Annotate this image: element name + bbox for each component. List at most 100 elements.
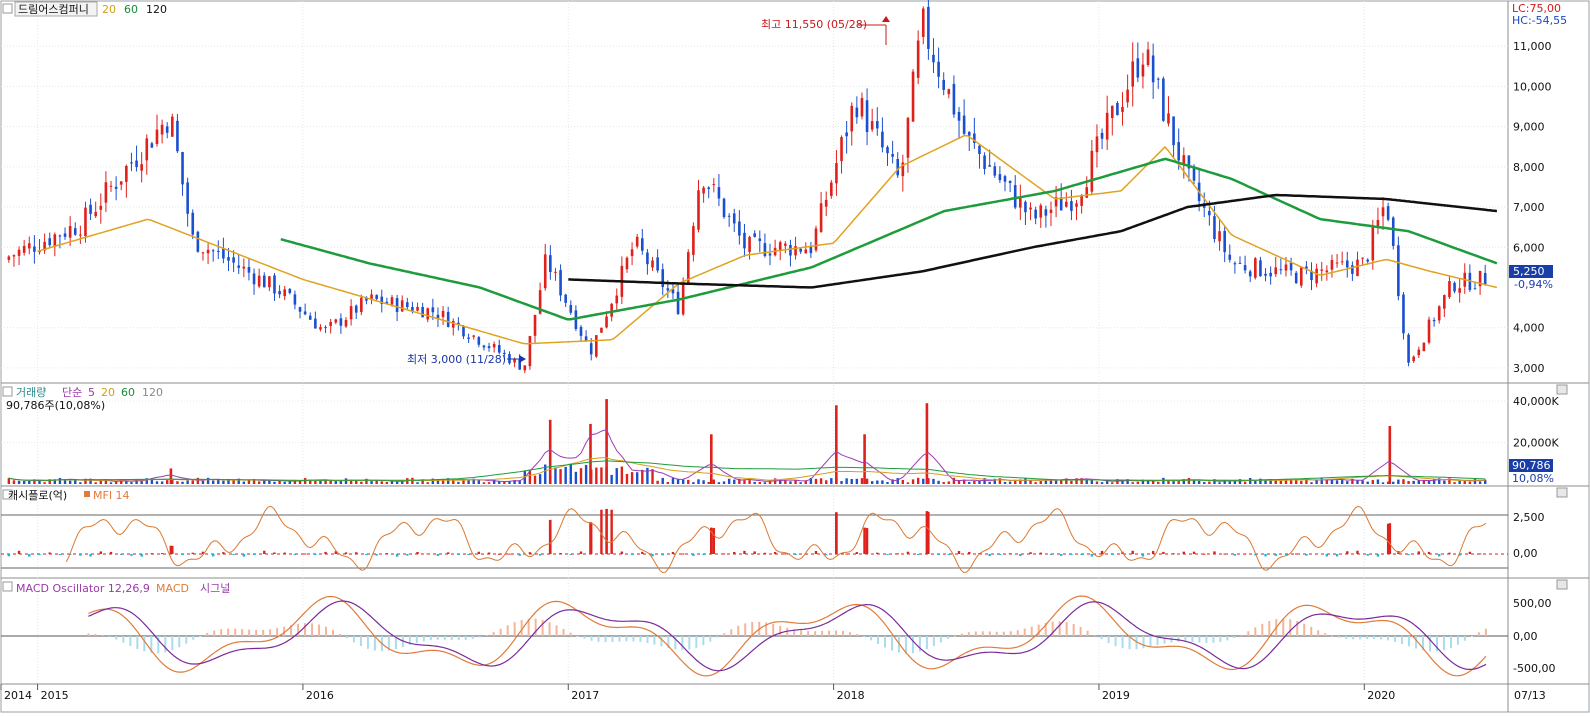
cashflow-panel-menu-icon[interactable] (2, 489, 13, 500)
volume-bar (584, 464, 588, 484)
x-tick-label: 2017 (571, 689, 599, 702)
candle-body (390, 297, 394, 305)
cashflow-bar (1008, 553, 1012, 555)
candle-body (840, 137, 843, 162)
volume-bar (538, 474, 542, 484)
macd-oscillator-bar (1212, 636, 1215, 643)
macd-oscillator-bar (541, 619, 544, 636)
candle-body (794, 246, 797, 256)
volume-bar (1238, 479, 1242, 484)
cashflow-bar (58, 554, 62, 555)
volume-bar (789, 481, 792, 484)
cashflow-bar (692, 554, 695, 556)
volume-bar (630, 472, 634, 484)
volume-bar (135, 480, 138, 484)
candle-body (497, 345, 501, 353)
macd-oscillator-bar (338, 633, 341, 636)
cashflow-bar (722, 553, 726, 555)
candle-body (140, 164, 143, 171)
volume-bar (28, 481, 31, 484)
volume-bar (1453, 482, 1456, 484)
volume-bar (1351, 478, 1354, 484)
price-panel-menu-icon[interactable] (2, 3, 13, 14)
volume-bar (901, 479, 905, 484)
volume-bar (610, 474, 613, 484)
signal-line (88, 600, 1487, 672)
candle-body (809, 246, 813, 254)
candle-body (1345, 260, 1349, 268)
macd-panel-menu-icon[interactable] (2, 581, 13, 592)
macd-oscillator-bar (807, 631, 810, 636)
macd-oscillator-bar (304, 623, 307, 636)
volume-bar (533, 475, 537, 484)
candle-body (1335, 262, 1339, 264)
cashflow-bar (886, 554, 889, 555)
price-tick-label: 4,000 (1513, 322, 1545, 335)
candle-body (12, 255, 16, 257)
volume-bar (380, 481, 383, 484)
candle-body (1141, 64, 1145, 77)
macd-oscillator-bar (1338, 636, 1341, 638)
volume-bar (1274, 479, 1277, 484)
candle-body (1024, 201, 1027, 213)
volume-y-ticks: 40,000K 20,000K (1513, 395, 1559, 449)
candle-body (630, 249, 634, 256)
macd-oscillator-bar (506, 625, 509, 636)
macd-oscillator-bar (122, 636, 125, 643)
volume-bar (579, 468, 583, 484)
candle-body (921, 8, 925, 37)
macd-collapse-button[interactable] (1556, 579, 1568, 590)
cashflow-bar (1346, 551, 1349, 554)
candle-body (549, 255, 552, 273)
candle-body (768, 253, 772, 256)
volume-bar (1259, 478, 1262, 484)
cashflow-bar (1264, 554, 1267, 557)
macd-oscillator-bar (765, 622, 768, 636)
volume-bar (365, 478, 368, 484)
stock-name-box[interactable] (14, 1, 98, 17)
candle-body (804, 249, 808, 254)
volume-bar (1208, 481, 1211, 484)
candle-body (7, 256, 11, 260)
candle-body (487, 346, 491, 349)
macd-oscillator-bar (904, 636, 907, 654)
volume-bar (784, 480, 787, 484)
volume-collapse-button[interactable] (1556, 384, 1568, 395)
volume-bar (722, 481, 726, 484)
candle-body (467, 337, 470, 339)
volume-panel-menu-icon[interactable] (2, 386, 13, 397)
candle-body (308, 315, 312, 320)
cashflow-bar (855, 552, 859, 554)
volume-bar (712, 479, 716, 484)
candle-body (1008, 180, 1012, 183)
macd-oscillator-bar (178, 636, 181, 648)
price-y-ticks: 11,000 10,000 9,000 8,000 7,000 6,000 4,000 3,0… (1513, 40, 1552, 375)
volume-bar (646, 467, 649, 484)
volume-bar (809, 478, 813, 484)
cashflow-collapse-button[interactable] (1556, 487, 1568, 498)
macd-oscillator-bar (1037, 624, 1040, 636)
macd-oscillator-bar (262, 629, 265, 636)
volume-bar (201, 480, 205, 484)
candle-body (339, 318, 343, 326)
volume-bar (906, 482, 910, 484)
candle-body (513, 358, 516, 363)
volume-bar (1080, 478, 1083, 484)
volume-bar (1126, 479, 1129, 484)
candle-body (365, 297, 368, 301)
candle-body (1080, 196, 1083, 206)
volume-bar (160, 481, 164, 484)
candle-body (431, 307, 435, 313)
cashflow-bar (1254, 554, 1257, 556)
volume-bar (1228, 481, 1231, 484)
volume-bar (1448, 478, 1451, 484)
volume-bar (171, 480, 174, 484)
volume-bar (196, 477, 200, 484)
lc-label: LC:75,00 (1512, 2, 1561, 15)
candle-body (1427, 319, 1431, 343)
candle-body (579, 326, 583, 336)
candle-body (257, 275, 261, 287)
candle-body (1121, 106, 1124, 112)
macd-oscillator-bar (555, 625, 558, 636)
macd-oscillator-bar (443, 636, 446, 640)
